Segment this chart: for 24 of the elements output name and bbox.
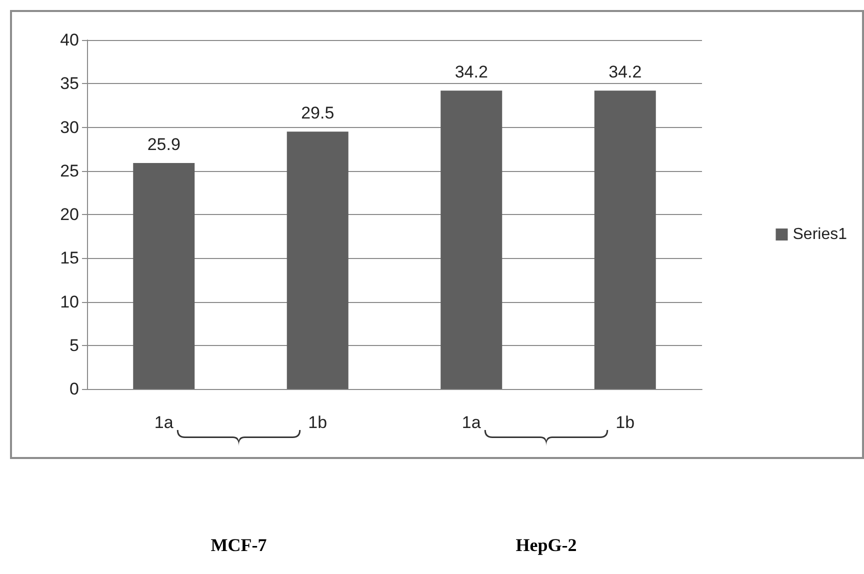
legend-label: Series1 [792, 226, 848, 243]
bar [440, 90, 502, 389]
x-tick-label: 1a [462, 413, 482, 432]
data-label: 34.2 [454, 62, 488, 82]
y-tick-label: 30 [60, 118, 79, 137]
text: HepG-2 [516, 535, 577, 556]
y-tick-label: 0 [70, 380, 79, 398]
data-label: 25.9 [147, 135, 180, 154]
bar [594, 90, 656, 389]
y-tick-label: 20 [60, 205, 79, 224]
text: MCF-7 [210, 535, 267, 556]
y-tick-label: 35 [60, 74, 79, 94]
x-tick-label: 1b [308, 413, 328, 432]
x-tick-label: 1b [616, 413, 635, 432]
y-tick-label: 25 [60, 161, 79, 180]
bar [286, 132, 348, 389]
y-tick-label: 40 [60, 30, 79, 50]
y-tick-label: 10 [60, 292, 79, 312]
x-tick-label: 1a [154, 413, 174, 432]
data-label: 29.5 [301, 104, 334, 123]
y-tick-label: 5 [70, 336, 79, 355]
data-label: 34.2 [608, 62, 642, 82]
y-tick-label: 15 [60, 248, 79, 268]
bar [133, 163, 195, 389]
